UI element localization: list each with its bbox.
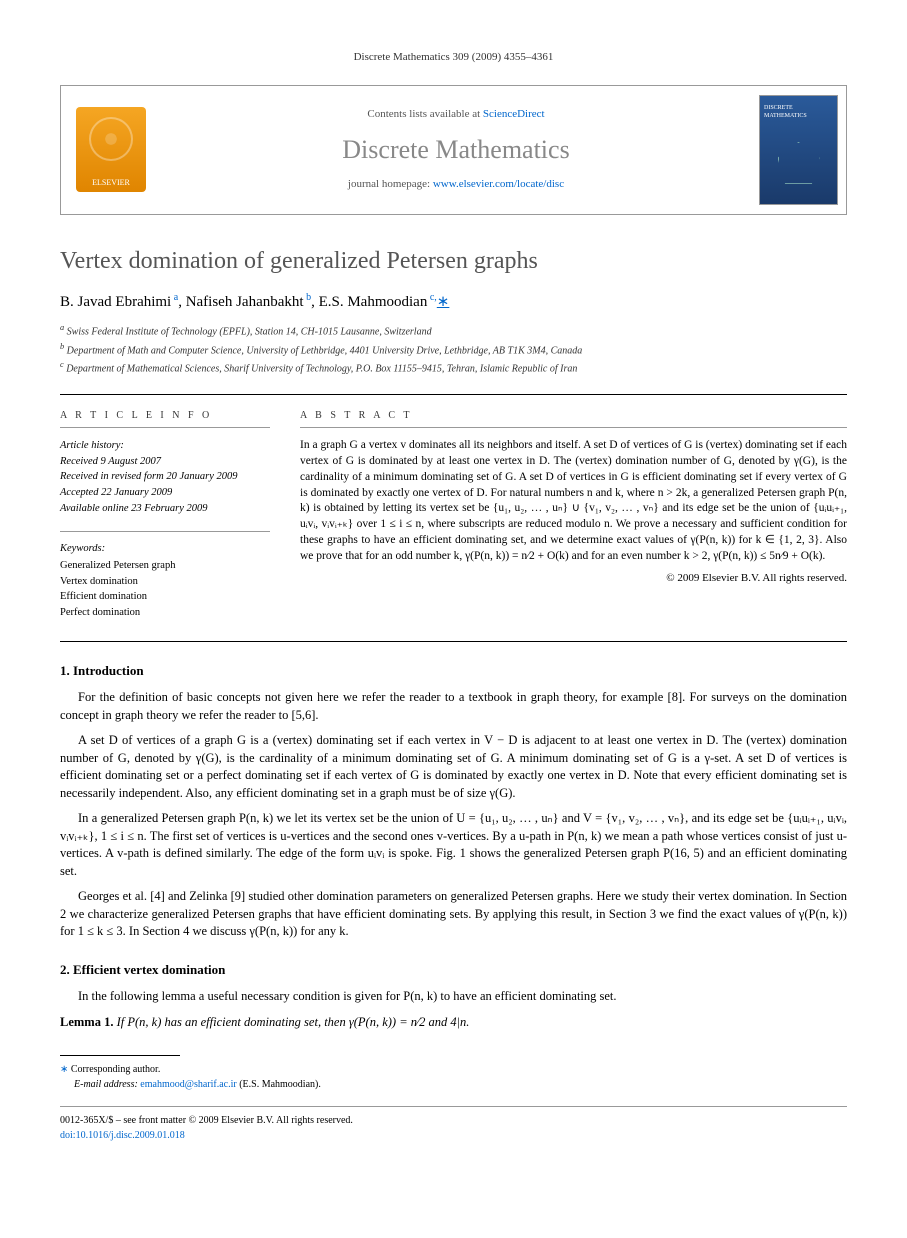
article-title: Vertex domination of generalized Peterse…	[60, 245, 847, 277]
sciencedirect-link[interactable]: ScienceDirect	[483, 108, 545, 120]
lemma-1: Lemma 1. If P(n, k) has an efficient dom…	[60, 1014, 847, 1031]
keyword-2: Vertex domination	[60, 574, 270, 590]
abstract-heading: A B S T R A C T	[300, 409, 847, 423]
abstract-text: In a graph G a vertex v dominates all it…	[300, 438, 847, 565]
publisher-logo-wrap: ELSEVIER	[61, 86, 161, 214]
article-info: A R T I C L E I N F O Article history: R…	[60, 409, 270, 620]
page: Discrete Mathematics 309 (2009) 4355–436…	[0, 0, 907, 1183]
corresponding-label: Corresponding author.	[71, 1064, 160, 1075]
affiliation-b-text: Department of Math and Computer Science,…	[67, 345, 583, 356]
author-list: B. Javad Ebrahimi a, Nafiseh Jahanbakht …	[60, 291, 847, 312]
footer: 0012-365X/$ – see front matter © 2009 El…	[60, 1113, 847, 1143]
publisher-logo-label: ELSEVIER	[92, 178, 130, 189]
s1-para-3: In a generalized Petersen graph P(n, k) …	[60, 810, 847, 880]
keyword-3: Efficient domination	[60, 589, 270, 605]
s1-para-1: For the definition of basic concepts not…	[60, 689, 847, 724]
affiliation-a-text: Swiss Federal Institute of Technology (E…	[67, 327, 432, 338]
section-1-heading: 1. Introduction	[60, 662, 847, 680]
corresponding-star-link[interactable]: ∗	[60, 1064, 68, 1075]
s1-para-2: A set D of vertices of a graph G is a (v…	[60, 732, 847, 802]
footer-doi: doi:10.1016/j.disc.2009.01.018	[60, 1128, 847, 1143]
journal-cover-icon: DISCRETE MATHEMATICS	[759, 95, 838, 205]
history-received: Received 9 August 2007	[60, 454, 270, 470]
abs-rule	[300, 427, 847, 428]
affiliation-c: c Department of Mathematical Sciences, S…	[60, 359, 847, 376]
author-2: Nafiseh Jahanbakht	[186, 294, 304, 310]
email-person: (E.S. Mahmoodian).	[239, 1079, 321, 1090]
masthead-center: Contents lists available at ScienceDirec…	[161, 86, 751, 214]
keyword-1: Generalized Petersen graph	[60, 558, 270, 574]
rule-after-abstract	[60, 641, 847, 642]
cover-thumb-wrap: DISCRETE MATHEMATICS	[751, 86, 846, 214]
email-note: E-mail address: emahmood@sharif.ac.ir (E…	[60, 1077, 847, 1092]
section-2-heading: 2. Efficient vertex domination	[60, 961, 847, 979]
history-label: Article history:	[60, 438, 270, 454]
history-revised: Received in revised form 20 January 2009	[60, 469, 270, 485]
cover-label: DISCRETE MATHEMATICS	[764, 104, 833, 120]
footnotes: ∗ Corresponding author. E-mail address: …	[60, 1062, 847, 1092]
affiliation-a: a Swiss Federal Institute of Technology …	[60, 322, 847, 339]
abstract-copyright: © 2009 Elsevier B.V. All rights reserved…	[300, 571, 847, 586]
homepage-line: journal homepage: www.elsevier.com/locat…	[348, 177, 564, 192]
info-abstract-row: A R T I C L E I N F O Article history: R…	[60, 409, 847, 620]
article-info-heading: A R T I C L E I N F O	[60, 409, 270, 423]
journal-homepage-link[interactable]: www.elsevier.com/locate/disc	[433, 178, 564, 190]
keywords: Generalized Petersen graph Vertex domina…	[60, 558, 270, 621]
s1-para-4: Georges et al. [4] and Zelinka [9] studi…	[60, 888, 847, 941]
author-1-affil: a	[171, 292, 178, 303]
author-3-affil: c,	[427, 292, 436, 303]
author-3: E.S. Mahmoodian	[319, 294, 428, 310]
contents-prefix: Contents lists available at	[367, 108, 482, 120]
journal-name: Discrete Mathematics	[342, 132, 569, 167]
lemma-1-statement: If P(n, k) has an efficient dominating s…	[117, 1015, 470, 1029]
masthead: ELSEVIER Contents lists available at Sci…	[60, 85, 847, 215]
author-2-affil: b	[304, 292, 312, 303]
email-label: E-mail address:	[74, 1079, 138, 1090]
kw-rule	[60, 531, 270, 532]
abstract: A B S T R A C T In a graph G a vertex v …	[300, 409, 847, 620]
rule-top	[60, 394, 847, 395]
corresponding-marker-link[interactable]: ∗	[437, 294, 450, 310]
s2-para-1: In the following lemma a useful necessar…	[60, 988, 847, 1006]
affiliation-b: b Department of Math and Computer Scienc…	[60, 341, 847, 358]
footer-separator	[60, 1106, 847, 1107]
footnote-separator	[60, 1055, 180, 1056]
article-history: Article history: Received 9 August 2007 …	[60, 438, 270, 517]
doi-label-link[interactable]: doi:	[60, 1130, 76, 1141]
doi-link[interactable]: 10.1016/j.disc.2009.01.018	[76, 1130, 185, 1141]
affiliation-c-text: Department of Mathematical Sciences, Sha…	[66, 363, 577, 374]
history-online: Available online 23 February 2009	[60, 501, 270, 517]
author-1: B. Javad Ebrahimi	[60, 294, 171, 310]
keyword-4: Perfect domination	[60, 605, 270, 621]
homepage-prefix: journal homepage:	[348, 178, 433, 190]
footer-copyright: 0012-365X/$ – see front matter © 2009 El…	[60, 1113, 847, 1128]
keywords-label: Keywords:	[60, 542, 270, 556]
elsevier-logo-icon: ELSEVIER	[76, 107, 146, 192]
lemma-1-label: Lemma 1.	[60, 1015, 113, 1029]
email-link[interactable]: emahmood@sharif.ac.ir	[140, 1079, 236, 1090]
running-head: Discrete Mathematics 309 (2009) 4355–436…	[60, 50, 847, 65]
info-rule	[60, 427, 270, 428]
corresponding-note: ∗ Corresponding author.	[60, 1062, 847, 1077]
affiliations: a Swiss Federal Institute of Technology …	[60, 322, 847, 376]
history-accepted: Accepted 22 January 2009	[60, 485, 270, 501]
contents-line: Contents lists available at ScienceDirec…	[367, 107, 544, 122]
